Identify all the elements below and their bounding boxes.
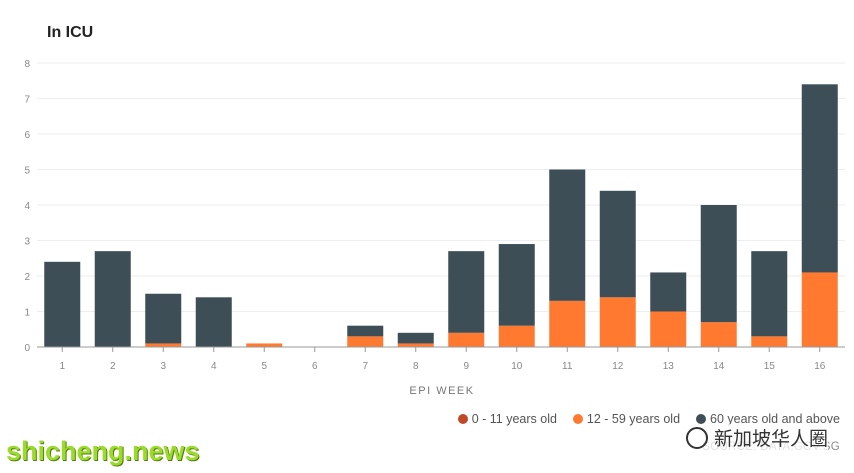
y-tick-label: 1 (24, 308, 30, 319)
x-axis-label: EPI WEEK (409, 385, 474, 397)
bar-segment-week-15-series-2[interactable] (751, 251, 788, 337)
bar-segment-week-5-series-1[interactable] (246, 343, 283, 347)
x-tick-label: 16 (814, 361, 826, 372)
bar-segment-week-11-series-2[interactable] (549, 169, 586, 301)
legend: 0 - 11 years old 12 - 59 years old 60 ye… (457, 412, 840, 426)
y-tick-label: 0 (24, 343, 30, 354)
bar-segment-week-12-series-1[interactable] (599, 297, 636, 347)
wechat-icon (685, 426, 708, 449)
legend-item-12-59[interactable]: 12 - 59 years old (572, 412, 681, 426)
x-tick-label: 3 (160, 361, 166, 372)
x-tick-label: 5 (261, 361, 267, 372)
watermark-logo: shicheng.news (6, 436, 200, 466)
bar-segment-week-8-series-2[interactable] (397, 332, 434, 344)
x-tick-label: 4 (211, 361, 217, 372)
x-tick-label: 10 (511, 361, 523, 372)
bar-segment-week-13-series-1[interactable] (650, 311, 687, 348)
bar-segment-week-9-series-2[interactable] (448, 251, 485, 333)
legend-item-0-11[interactable]: 0 - 11 years old (457, 412, 557, 426)
bar-segment-week-16-series-2[interactable] (801, 84, 838, 273)
chart-title: In ICU (47, 24, 94, 41)
y-tick-label: 4 (24, 201, 30, 212)
x-tick-label: 13 (663, 361, 675, 372)
bar-segment-week-14-series-1[interactable] (700, 322, 737, 347)
y-tick-label: 3 (24, 237, 30, 248)
x-tick-label: 9 (463, 361, 469, 372)
bar-segment-week-14-series-2[interactable] (700, 205, 737, 323)
bar-segment-week-7-series-1[interactable] (347, 336, 384, 347)
bar-segment-week-16-series-1[interactable] (801, 272, 838, 347)
y-tick-label: 5 (24, 166, 30, 177)
legend-label: 60 years old and above (710, 412, 840, 426)
x-tick-label: 14 (713, 361, 725, 372)
bar-segment-week-13-series-2[interactable] (650, 272, 687, 312)
wechat-watermark-label: 新加坡华人圈 (713, 429, 828, 450)
y-tick-label: 7 (24, 95, 30, 106)
legend-label: 12 - 59 years old (586, 412, 681, 426)
legend-dot-icon (696, 414, 707, 424)
wechat-watermark: 新加坡华人圈 (685, 424, 828, 451)
x-tick-label: 7 (362, 361, 368, 372)
bar-segment-week-8-series-1[interactable] (397, 343, 434, 347)
x-tick-label: 15 (764, 361, 776, 372)
bar-segment-week-2-series-2[interactable] (94, 251, 131, 347)
bar-segment-week-15-series-1[interactable] (751, 336, 788, 347)
bar-segment-week-1-series-2[interactable] (44, 261, 81, 347)
x-tick-label: 6 (312, 361, 318, 372)
x-tick-label: 8 (413, 361, 419, 372)
x-tick-label: 11 (562, 361, 573, 372)
bar-segment-week-4-series-2[interactable] (195, 297, 232, 347)
bar-segment-week-10-series-1[interactable] (498, 325, 535, 347)
bar-segment-week-3-series-1[interactable] (145, 343, 182, 347)
bar-segment-week-3-series-2[interactable] (145, 293, 182, 344)
y-tick-label: 6 (24, 130, 30, 141)
bar-segment-week-7-series-2[interactable] (347, 325, 384, 337)
legend-label: 0 - 11 years old (471, 412, 557, 426)
legend-item-60-plus[interactable]: 60 years old and above (696, 412, 840, 426)
legend-dot-icon (457, 414, 468, 424)
x-tick-label: 12 (612, 361, 624, 372)
bar-segment-week-10-series-2[interactable] (498, 244, 535, 326)
x-tick-label: 2 (110, 361, 116, 372)
x-tick-label: 1 (59, 361, 65, 372)
legend-dot-icon (572, 414, 583, 424)
bar-segment-week-9-series-1[interactable] (448, 332, 485, 347)
y-tick-label: 8 (24, 59, 30, 70)
y-tick-label: 2 (24, 272, 30, 283)
bar-segment-week-11-series-1[interactable] (549, 300, 586, 347)
bar-segment-week-12-series-2[interactable] (599, 190, 636, 298)
